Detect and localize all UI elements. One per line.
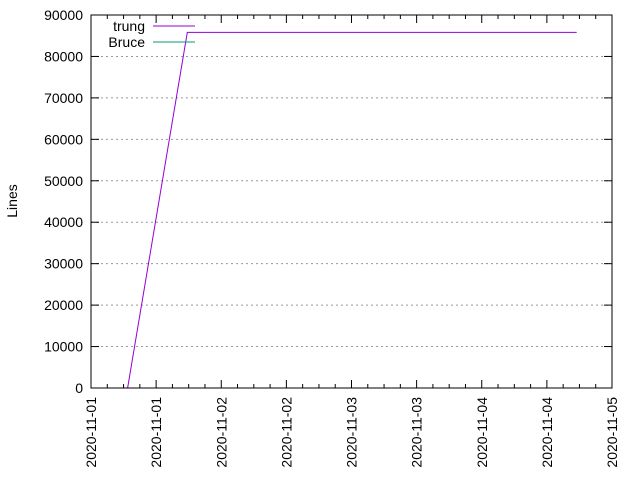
x-tick-label: 2020-11-01 [83, 397, 99, 468]
plot-frame [90, 14, 613, 389]
x-axis-ticks: 2020-11-01 2020-11-01 2020-11-02 2020-11-02… [83, 15, 620, 468]
y-tick-label: 20000 [44, 297, 83, 313]
x-tick-label: 2020-11-04 [539, 397, 555, 468]
x-tick-label: 2020-11-03 [344, 397, 360, 468]
series-line-trung [127, 31, 577, 389]
y-tick-label: 0 [75, 380, 83, 396]
legend-label: trung [113, 18, 145, 34]
x-tick-label: 2020-11-03 [409, 397, 425, 468]
y-tick-label: 80000 [44, 48, 83, 64]
legend-label: Bruce [108, 34, 145, 50]
y-tick-label: 10000 [44, 339, 83, 355]
y-tick-label: 70000 [44, 90, 83, 106]
x-tick-label: 2020-11-05 [604, 397, 620, 468]
x-tick-label: 2020-11-01 [148, 397, 164, 468]
y-tick-label: 50000 [44, 173, 83, 189]
y-axis-ticks: 0 10000 20000 30000 40000 50000 60000 70000 8000… [44, 7, 612, 396]
x-tick-label: 2020-11-04 [474, 397, 490, 468]
x-tick-label: 2020-11-02 [213, 397, 229, 468]
grid-lines [91, 55, 612, 348]
y-tick-label: 40000 [44, 214, 83, 230]
y-tick-label: 30000 [44, 256, 83, 272]
y-axis-label: Lines [4, 184, 20, 217]
y-tick-label: 90000 [44, 7, 83, 23]
series-lines [127, 31, 577, 389]
x-tick-label: 2020-11-02 [278, 397, 294, 468]
y-tick-label: 60000 [44, 131, 83, 147]
